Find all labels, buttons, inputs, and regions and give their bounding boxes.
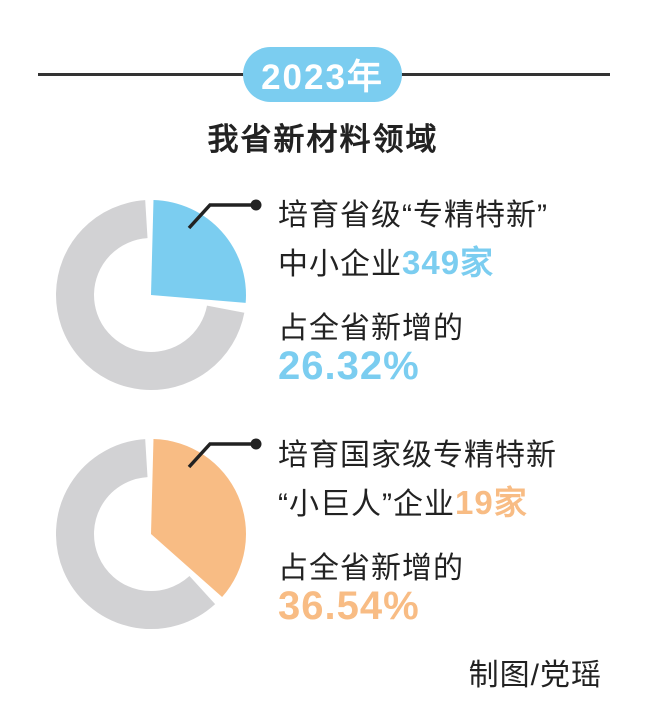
year-badge-label: 2023年	[261, 58, 384, 97]
callout-line	[187, 442, 256, 469]
provincial-label-line2: 中小企业349家	[278, 236, 494, 284]
provincial-count-value: 349家	[402, 244, 495, 281]
callout-line	[187, 203, 256, 230]
provincial-label-line2-prefix: 中小企业	[278, 248, 402, 281]
callout-dot	[250, 438, 262, 450]
national-stat-label: 占全省新增的	[278, 552, 464, 585]
donut-remainder-arc	[56, 200, 245, 390]
national-label-line1: 培育国家级专精特新	[278, 439, 557, 472]
national-label-line2: “小巨人”企业19家	[278, 476, 528, 524]
pie-chart-national	[56, 438, 262, 629]
year-badge: 2023年	[243, 47, 402, 102]
national-stat-value: 36.54%	[278, 584, 420, 628]
highlight-slice	[151, 200, 246, 303]
national-count-value: 19家	[454, 484, 528, 521]
national-label-line2-prefix: “小巨人”企业	[278, 488, 455, 521]
credit-line: 制图/党瑶	[468, 659, 602, 692]
donut-remainder-arc	[56, 439, 216, 629]
callout-dot	[250, 199, 262, 211]
provincial-stat-value: 26.32%	[278, 344, 420, 388]
provincial-label-line1: 培育省级“专精特新”	[278, 199, 548, 232]
page-title: 我省新材料领域	[207, 122, 439, 157]
highlight-slice	[151, 439, 246, 597]
pie-chart-provincial	[56, 199, 262, 390]
provincial-stat-label: 占全省新增的	[278, 312, 464, 345]
